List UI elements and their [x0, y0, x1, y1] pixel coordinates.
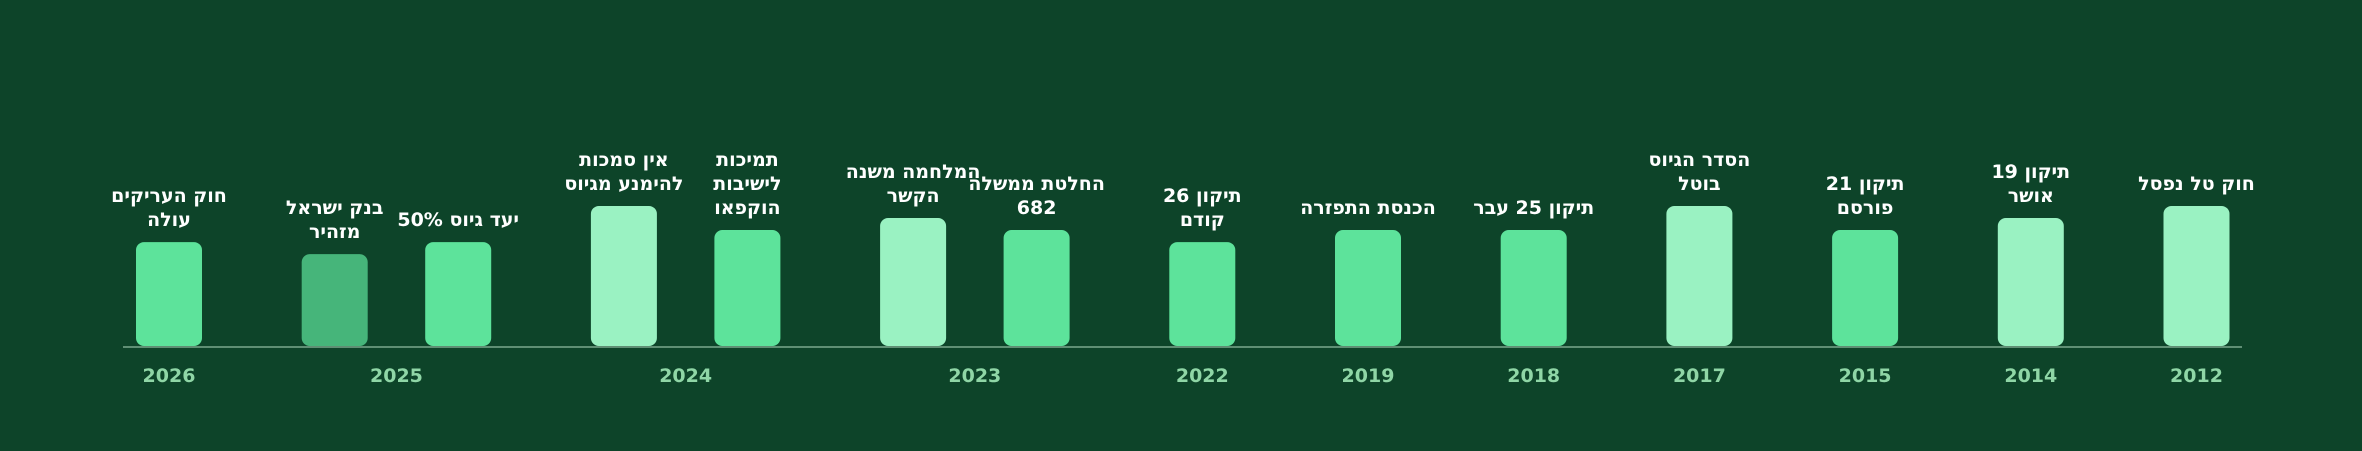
- bar: [590, 205, 657, 346]
- event-label: הכנסת התפזרה: [1300, 197, 1436, 219]
- bar: [1169, 242, 1236, 346]
- event-label: בנק ישראל מזהיר: [286, 197, 384, 243]
- bar: [1500, 230, 1567, 346]
- year-label: 2015: [1839, 365, 1892, 387]
- event-label: יעד גיוס 50%: [397, 209, 519, 231]
- bar: [1335, 230, 1401, 346]
- bar: [1832, 230, 1899, 346]
- year-label: 2018: [1507, 365, 1560, 387]
- event-label: תיקון 25 עבר: [1473, 197, 1594, 219]
- bar: [425, 242, 492, 346]
- bar: [880, 217, 947, 346]
- event-label: תיקון 26 קודם: [1163, 185, 1242, 231]
- bar: [301, 254, 368, 346]
- event-label: המלחמה משנה הקשר: [846, 161, 981, 207]
- event-label: חוק טל נפסל: [2138, 173, 2255, 195]
- bar: [136, 242, 202, 346]
- bar: [1003, 230, 1070, 346]
- year-label: 2019: [1342, 365, 1395, 387]
- event-label: תיקון 21 פורסם: [1826, 173, 1905, 219]
- event-label: תיקון 19 אושר: [1991, 161, 2070, 207]
- bar: [2163, 205, 2230, 346]
- year-label: 2014: [2004, 365, 2057, 387]
- event-label: הסדר הגיוס בוטל: [1649, 149, 1751, 195]
- bar: [1666, 205, 1733, 346]
- event-label: תמיכות לישיבות הוקפאו: [713, 149, 781, 219]
- year-label: 2012: [2170, 365, 2223, 387]
- year-label: 2025: [370, 365, 423, 387]
- event-label: החלטת ממשלה 682: [968, 173, 1105, 219]
- bar: [714, 230, 781, 346]
- year-label: 2017: [1673, 365, 1726, 387]
- bar: [1997, 217, 2064, 346]
- year-label: 2026: [143, 365, 196, 387]
- event-label: חוק העריקים עולה: [111, 185, 227, 231]
- year-label: 2023: [948, 365, 1001, 387]
- year-label: 2022: [1176, 365, 1229, 387]
- event-label: אין סמכות להימנע מגיוס: [564, 149, 683, 195]
- year-label: 2024: [659, 365, 712, 387]
